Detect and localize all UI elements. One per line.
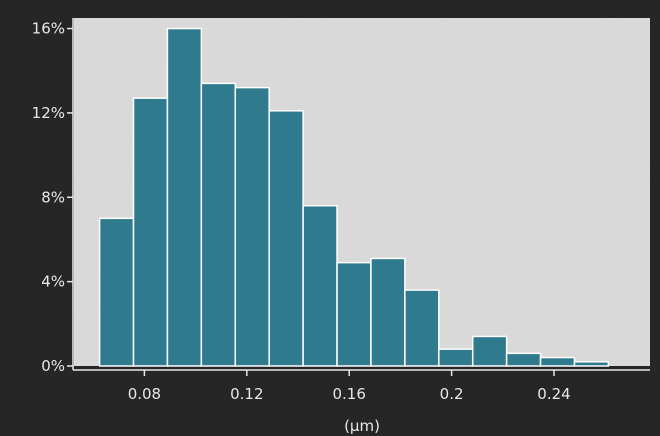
x-tick-label: 0.16: [332, 385, 365, 403]
histogram-bar: [539, 356, 576, 367]
bars-group: [98, 27, 610, 367]
histogram-bar: [200, 82, 237, 367]
y-tick-label: 12%: [32, 104, 65, 122]
histogram-bar: [336, 261, 372, 367]
y-tick-label: 8%: [41, 188, 65, 206]
histogram-bar: [98, 217, 135, 367]
x-axis: 0.08 0.12 0.16 0.2 0.24: [73, 369, 650, 403]
histogram-bar: [166, 27, 203, 367]
histogram-bar: [573, 361, 610, 367]
histogram-bar: [234, 86, 270, 367]
y-tick-label: 4%: [41, 273, 65, 291]
histogram-bar: [404, 289, 440, 367]
histogram-bar: [438, 348, 474, 367]
histogram-bar: [471, 335, 508, 367]
histogram-bar: [132, 97, 169, 367]
histogram-bar: [370, 257, 406, 367]
histogram-bar: [302, 204, 338, 367]
x-tick-label: 0.08: [128, 385, 161, 403]
x-tick-label: 0.12: [230, 385, 263, 403]
x-axis-label: (µm): [344, 417, 380, 435]
y-axis: 0% 4% 8% 12% 16%: [32, 18, 74, 375]
x-tick-label: 0.24: [537, 385, 570, 403]
y-tick-label: 16%: [32, 20, 65, 38]
x-tick-label: 0.2: [440, 385, 464, 403]
y-tick-label: 0%: [41, 357, 65, 375]
histogram-bar: [268, 110, 304, 367]
histogram-bar: [505, 352, 542, 367]
